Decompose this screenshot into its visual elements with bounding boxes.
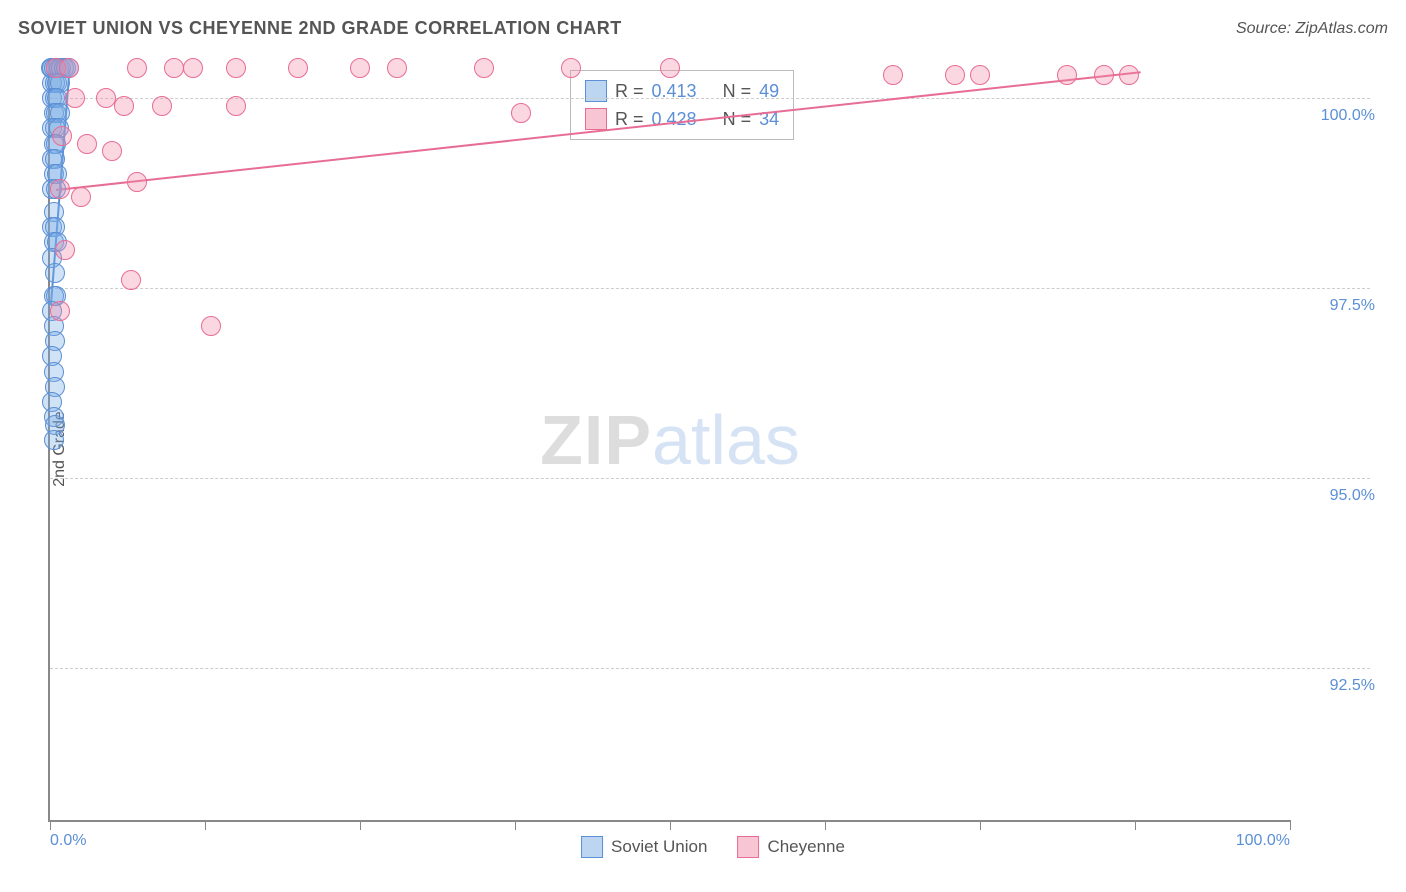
data-point [114, 96, 134, 116]
x-tick [1290, 820, 1291, 830]
data-point [387, 58, 407, 78]
n-value: 34 [759, 105, 779, 133]
watermark: ZIPatlas [540, 400, 800, 480]
data-point [152, 96, 172, 116]
plot-area: ZIPatlas R =0.413N =49R =0.428N =34 92.5… [48, 60, 1290, 822]
data-point [59, 58, 79, 78]
data-point [127, 58, 147, 78]
data-point [288, 58, 308, 78]
data-point [226, 58, 246, 78]
n-value: 49 [759, 77, 779, 105]
legend-label: Cheyenne [767, 837, 845, 857]
r-value: 0.428 [652, 105, 697, 133]
source-label: Source: ZipAtlas.com [1236, 20, 1388, 38]
data-point [127, 172, 147, 192]
legend-swatch [737, 836, 759, 858]
data-point [50, 179, 70, 199]
series-legend: Soviet Union Cheyenne [581, 836, 845, 858]
data-point [44, 430, 64, 450]
r-value: 0.413 [652, 77, 697, 105]
x-tick [980, 820, 981, 830]
data-point [52, 126, 72, 146]
data-point [183, 58, 203, 78]
data-point [1094, 65, 1114, 85]
legend-item: Soviet Union [581, 836, 707, 858]
gridline [50, 668, 1370, 669]
chart-title: SOVIET UNION VS CHEYENNE 2ND GRADE CORRE… [18, 18, 622, 39]
data-point [45, 263, 65, 283]
data-point [96, 88, 116, 108]
x-tick [50, 820, 51, 830]
data-point [102, 141, 122, 161]
legend-swatch [585, 108, 607, 130]
data-point [1057, 65, 1077, 85]
legend-swatch [581, 836, 603, 858]
y-tick-label: 95.0% [1295, 487, 1375, 505]
watermark-zip: ZIP [540, 401, 652, 479]
chart-container: 2nd Grade ZIPatlas R =0.413N =49R =0.428… [48, 60, 1378, 820]
y-tick-label: 92.5% [1295, 677, 1375, 695]
x-tick [825, 820, 826, 830]
data-point [474, 58, 494, 78]
data-point [55, 240, 75, 260]
gridline [50, 98, 1370, 99]
legend-row: R = 0.413 N =49 [585, 77, 779, 105]
data-point [77, 134, 97, 154]
gridline [50, 288, 1370, 289]
y-tick-label: 100.0% [1295, 107, 1375, 125]
x-tick-label: 0.0% [50, 832, 86, 850]
x-tick [1135, 820, 1136, 830]
x-tick [360, 820, 361, 830]
y-tick-label: 97.5% [1295, 297, 1375, 315]
data-point [945, 65, 965, 85]
data-point [511, 103, 531, 123]
legend-item: Cheyenne [737, 836, 845, 858]
data-point [660, 58, 680, 78]
data-point [65, 88, 85, 108]
gridline [50, 478, 1370, 479]
data-point [121, 270, 141, 290]
data-point [883, 65, 903, 85]
r-label: R = [615, 77, 644, 105]
data-point [50, 301, 70, 321]
data-point [164, 58, 184, 78]
legend-label: Soviet Union [611, 837, 707, 857]
x-tick [205, 820, 206, 830]
x-tick [515, 820, 516, 830]
data-point [1119, 65, 1139, 85]
x-tick [670, 820, 671, 830]
data-point [350, 58, 370, 78]
data-point [226, 96, 246, 116]
chart-header: SOVIET UNION VS CHEYENNE 2ND GRADE CORRE… [18, 18, 1388, 39]
data-point [201, 316, 221, 336]
data-point [561, 58, 581, 78]
n-label: N = [723, 77, 752, 105]
n-label: N = [723, 105, 752, 133]
watermark-atlas: atlas [652, 401, 800, 479]
data-point [970, 65, 990, 85]
x-tick-label: 100.0% [1236, 832, 1290, 850]
data-point [71, 187, 91, 207]
